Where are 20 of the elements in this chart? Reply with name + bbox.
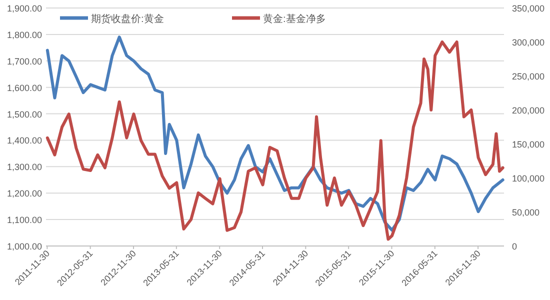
y2-tick-label: 0 [512,242,518,252]
y2-tick-label: 150,000 [512,140,545,150]
y-tick-label: 1,600.00 [6,82,42,93]
y-tick-label: 1,400.00 [6,136,42,146]
y-tick-label: 1,700.00 [6,56,42,66]
y2-tick-label: 250,000 [512,72,545,82]
legend-label: 黄金:基金净多 [263,13,326,25]
y-tick-label: 1,000.00 [6,242,42,252]
y-tick-label: 1,200.00 [6,188,42,199]
y-tick-label: 1,300.00 [6,162,42,172]
y-tick-label: 1,500.00 [6,109,42,120]
y-tick-label: 1,800.00 [6,30,42,40]
y2-tick-label: 200,000 [512,106,545,116]
y2-tick-label: 100,000 [512,174,545,184]
y2-tick-label: 350,000 [512,4,545,14]
y-tick-label: 1,100.00 [6,215,42,226]
y2-tick-label: 300,000 [512,38,545,48]
legend-label: 期货收盘价:黄金 [91,13,164,25]
y-tick-label: 1,900.00 [6,4,42,14]
y2-tick-label: 50,000 [512,208,540,218]
